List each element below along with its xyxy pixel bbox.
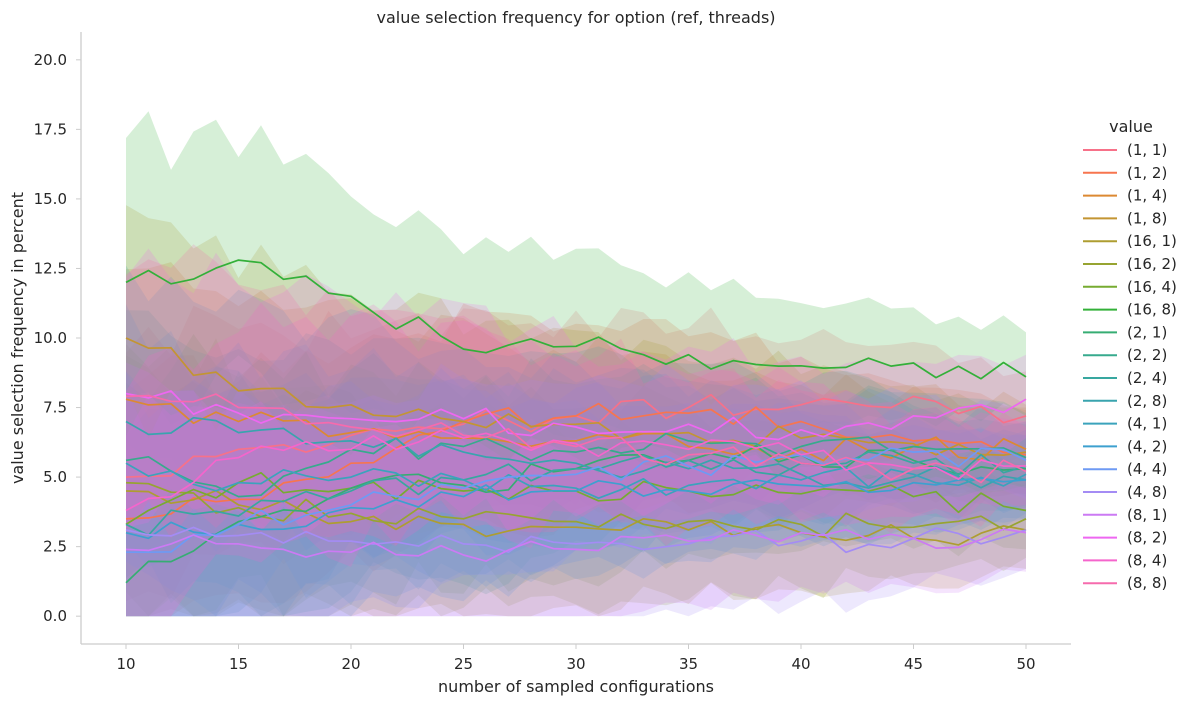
series-line <box>125 489 1027 546</box>
x-tick-label: 20 <box>341 655 360 673</box>
legend-item: (2, 8) <box>1083 392 1167 410</box>
legend-item: (8, 2) <box>1083 529 1167 547</box>
x-tick-label: 25 <box>454 655 473 673</box>
legend-item: (2, 1) <box>1083 323 1167 341</box>
series-line <box>125 432 1027 498</box>
legend-item: (1, 4) <box>1083 187 1167 205</box>
legend-label: (2, 1) <box>1127 323 1167 341</box>
legend-item: (1, 2) <box>1083 164 1167 182</box>
legend-label: (2, 2) <box>1127 346 1167 364</box>
legend-label: (2, 4) <box>1127 369 1167 387</box>
series-line <box>125 416 1027 489</box>
x-tick-label: 30 <box>566 655 585 673</box>
confidence-band <box>126 338 1026 617</box>
y-tick-label: 15.0 <box>34 190 67 208</box>
legend-label: (1, 2) <box>1127 164 1167 182</box>
legend-label: (4, 2) <box>1127 437 1167 455</box>
y-tick-label: 17.5 <box>34 120 67 138</box>
series-line <box>125 528 1027 562</box>
chart-title: value selection frequency for option (re… <box>376 8 775 27</box>
confidence-band <box>126 305 1026 602</box>
legend-item: (16, 2) <box>1083 255 1177 273</box>
legend-item: (1, 8) <box>1083 209 1167 227</box>
confidence-band <box>126 244 1026 547</box>
legend-item: (16, 8) <box>1083 301 1177 319</box>
y-tick-label: 12.5 <box>34 259 67 277</box>
legend-label: (4, 8) <box>1127 483 1167 501</box>
series-line <box>125 393 1027 484</box>
legend-label: (1, 1) <box>1127 141 1167 159</box>
legend: value (1, 1) (1, 2) (1, 4) (1, 8) (16, 1) (16… <box>1083 117 1177 592</box>
y-tick-label: 20.0 <box>34 51 67 69</box>
x-tick-label: 50 <box>1016 655 1035 673</box>
confidence-bands <box>126 111 1026 617</box>
series-line <box>125 259 1027 380</box>
x-axis-title: number of sampled configurations <box>438 677 714 696</box>
x-tick-label: 40 <box>791 655 810 673</box>
legend-label: (16, 2) <box>1127 255 1177 273</box>
legend-item: (4, 2) <box>1083 437 1167 455</box>
confidence-band <box>126 304 1026 617</box>
x-tick-label: 35 <box>679 655 698 673</box>
series-lines <box>125 259 1027 584</box>
legend-item: (4, 4) <box>1083 460 1167 478</box>
y-tick-label: 5.0 <box>43 468 67 486</box>
legend-label: (8, 1) <box>1127 506 1167 524</box>
legend-label: (4, 1) <box>1127 415 1167 433</box>
confidence-band <box>126 394 1026 617</box>
legend-label: (1, 8) <box>1127 209 1167 227</box>
legend-label: (1, 4) <box>1127 187 1167 205</box>
legend-item: (8, 1) <box>1083 506 1167 524</box>
series-line <box>125 451 1027 537</box>
legend-item: (1, 1) <box>1083 141 1167 159</box>
legend-items: (1, 1) (1, 2) (1, 4) (1, 8) (16, 1) (16, 2) (1… <box>1083 141 1177 592</box>
legend-item: (16, 1) <box>1083 232 1177 250</box>
x-axis-ticks: 10 15 20 25 30 35 40 45 50 <box>116 644 1036 673</box>
series-line <box>126 447 1027 554</box>
y-axis-title: value selection frequency in percent <box>8 192 27 484</box>
legend-label: (16, 1) <box>1127 232 1177 250</box>
confidence-band <box>126 303 1026 617</box>
series-line <box>125 526 1027 554</box>
legend-label: (8, 2) <box>1127 529 1167 547</box>
legend-item: (8, 8) <box>1083 574 1167 592</box>
x-tick-label: 15 <box>229 655 248 673</box>
legend-label: (16, 8) <box>1127 301 1177 319</box>
y-tick-label: 0.0 <box>43 607 67 625</box>
legend-item: (8, 4) <box>1083 551 1167 569</box>
y-tick-label: 2.5 <box>43 538 67 556</box>
confidence-band <box>126 302 1026 617</box>
confidence-band <box>126 111 1026 457</box>
legend-item: (16, 4) <box>1083 278 1177 296</box>
series-line <box>125 402 1027 520</box>
legend-item: (4, 8) <box>1083 483 1167 501</box>
legend-label: (4, 4) <box>1127 460 1167 478</box>
legend-label: (8, 8) <box>1127 574 1167 592</box>
y-tick-label: 10.0 <box>34 329 67 347</box>
legend-label: (8, 4) <box>1127 551 1167 569</box>
legend-item: (2, 2) <box>1083 346 1167 364</box>
legend-label: (16, 4) <box>1127 278 1177 296</box>
series-line <box>125 477 1027 540</box>
legend-label: (2, 8) <box>1127 392 1167 410</box>
series-line <box>125 390 1027 441</box>
confidence-band <box>126 344 1026 617</box>
series-line <box>125 429 1027 512</box>
legend-item: (4, 1) <box>1083 415 1167 433</box>
x-tick-label: 45 <box>904 655 923 673</box>
series-line <box>125 462 1027 500</box>
y-tick-label: 7.5 <box>43 399 67 417</box>
legend-item: (2, 4) <box>1083 369 1167 387</box>
x-tick-label: 10 <box>116 655 135 673</box>
legend-title: value <box>1109 117 1153 136</box>
y-axis-ticks: 0.0 2.5 5.0 7.5 10.0 12.5 15.0 17.5 20.0 <box>34 51 81 625</box>
